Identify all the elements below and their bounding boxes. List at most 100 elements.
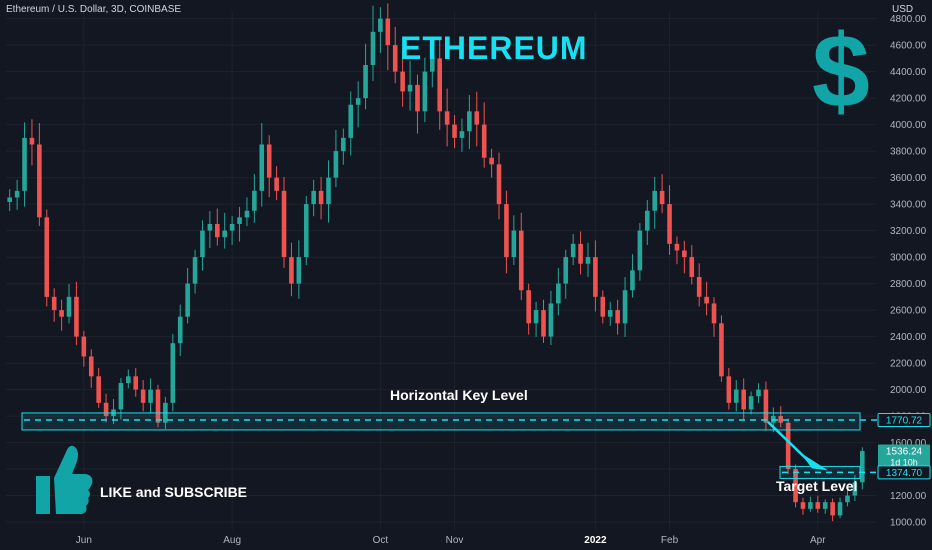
candle-body (830, 502, 835, 516)
x-tick-label: Oct (373, 535, 389, 546)
candle-body (756, 389, 761, 397)
y-tick-label: 1600.00 (890, 438, 927, 449)
candle-body (192, 257, 198, 284)
candle-body (563, 257, 569, 284)
y-tick-label: 3800.00 (890, 147, 927, 158)
key-level-label: Horizontal Key Level (390, 387, 528, 403)
candle-body (266, 144, 272, 178)
candle-body (214, 223, 220, 238)
candle-body (459, 131, 465, 138)
candle-body (22, 137, 27, 191)
candle-body (822, 502, 828, 509)
candle-body (585, 257, 591, 264)
arrow-head (800, 452, 828, 471)
candle-body (600, 296, 606, 317)
candle-body (311, 190, 316, 205)
candle-body (326, 177, 331, 205)
candle-body (615, 310, 620, 324)
symbol-header: Ethereum / U.S. Dollar, 3D, COINBASE (6, 4, 182, 15)
y-tick-label: 3000.00 (890, 253, 927, 264)
last-price-countdown: 1d 10h (890, 458, 918, 468)
candle-body (118, 382, 124, 410)
candle-body (704, 296, 709, 304)
candle-body (200, 230, 205, 258)
candle-body (808, 502, 813, 509)
candle-body (637, 230, 643, 271)
candle-body (66, 296, 72, 317)
x-tick-label: 2022 (584, 535, 607, 546)
y-tick-label: 1200.00 (890, 491, 927, 502)
candle-body (444, 111, 450, 125)
y-tick-label: 3600.00 (890, 173, 927, 184)
candle-body (422, 71, 428, 112)
candle-body (845, 495, 850, 503)
y-tick-label: 3200.00 (890, 226, 927, 237)
candle-body (207, 223, 213, 231)
y-tick-label: 4800.00 (890, 14, 927, 25)
y-tick-label: 4000.00 (890, 120, 927, 131)
candle-body (481, 124, 487, 158)
candle-body (652, 190, 658, 211)
candle-body (222, 230, 228, 238)
candle-body (88, 356, 94, 377)
x-tick-label: Nov (446, 535, 464, 546)
candle-body (622, 290, 628, 324)
candle-body (415, 84, 420, 112)
candle-body (541, 310, 546, 337)
candle-body (59, 310, 64, 317)
candle-body (185, 283, 190, 317)
currency-label: USD (892, 4, 914, 15)
candle-body (674, 243, 680, 251)
candle-body (696, 276, 702, 297)
candle-body (748, 396, 754, 410)
candle-body (429, 58, 435, 72)
candle-body (644, 210, 650, 231)
candle-body (355, 98, 361, 105)
candle-body (711, 303, 717, 324)
candle-body (289, 257, 294, 284)
last-price-bg (878, 444, 930, 469)
candle-body (578, 243, 583, 264)
x-tick-label: Apr (810, 535, 826, 546)
candle-body (51, 296, 57, 311)
axis-layer: 1000.001200.001400.001600.001800.002000.… (76, 14, 931, 546)
target-level-price-bg (877, 465, 931, 480)
candle-body (667, 204, 672, 244)
candle-body (177, 316, 183, 344)
candle-body (370, 31, 376, 65)
candle-body (733, 389, 739, 403)
candle-body (385, 18, 391, 46)
candle-body (719, 323, 724, 377)
candle-body (570, 243, 576, 258)
candle-body (859, 451, 865, 483)
candle-body (14, 190, 20, 198)
candle-body (533, 310, 539, 324)
y-tick-label: 4600.00 (890, 41, 927, 52)
candle-body (103, 402, 109, 417)
candle-body (741, 389, 746, 410)
y-tick-label: 2800.00 (890, 279, 927, 290)
candle-body (852, 482, 858, 496)
candle-body (333, 151, 339, 178)
candle-body (29, 137, 35, 145)
dollar-sign: $ (812, 14, 870, 130)
candle-body (155, 389, 161, 423)
candle-body (526, 290, 531, 324)
x-tick-label: Feb (661, 535, 679, 546)
candle-body (126, 376, 131, 383)
candle-body (96, 376, 101, 403)
candle-body (44, 217, 50, 297)
candle-body (148, 389, 153, 403)
candle-body (726, 376, 732, 403)
candle-body (281, 190, 287, 258)
candle-body (259, 144, 265, 191)
candle-body (274, 177, 279, 191)
y-tick-label: 3400.00 (890, 200, 927, 211)
candle-body (630, 270, 635, 291)
candle-body (763, 389, 769, 423)
candle-body (689, 257, 695, 277)
candle-body (518, 230, 524, 291)
candle-body (133, 376, 139, 390)
target-level-label: Target Level (776, 478, 858, 494)
